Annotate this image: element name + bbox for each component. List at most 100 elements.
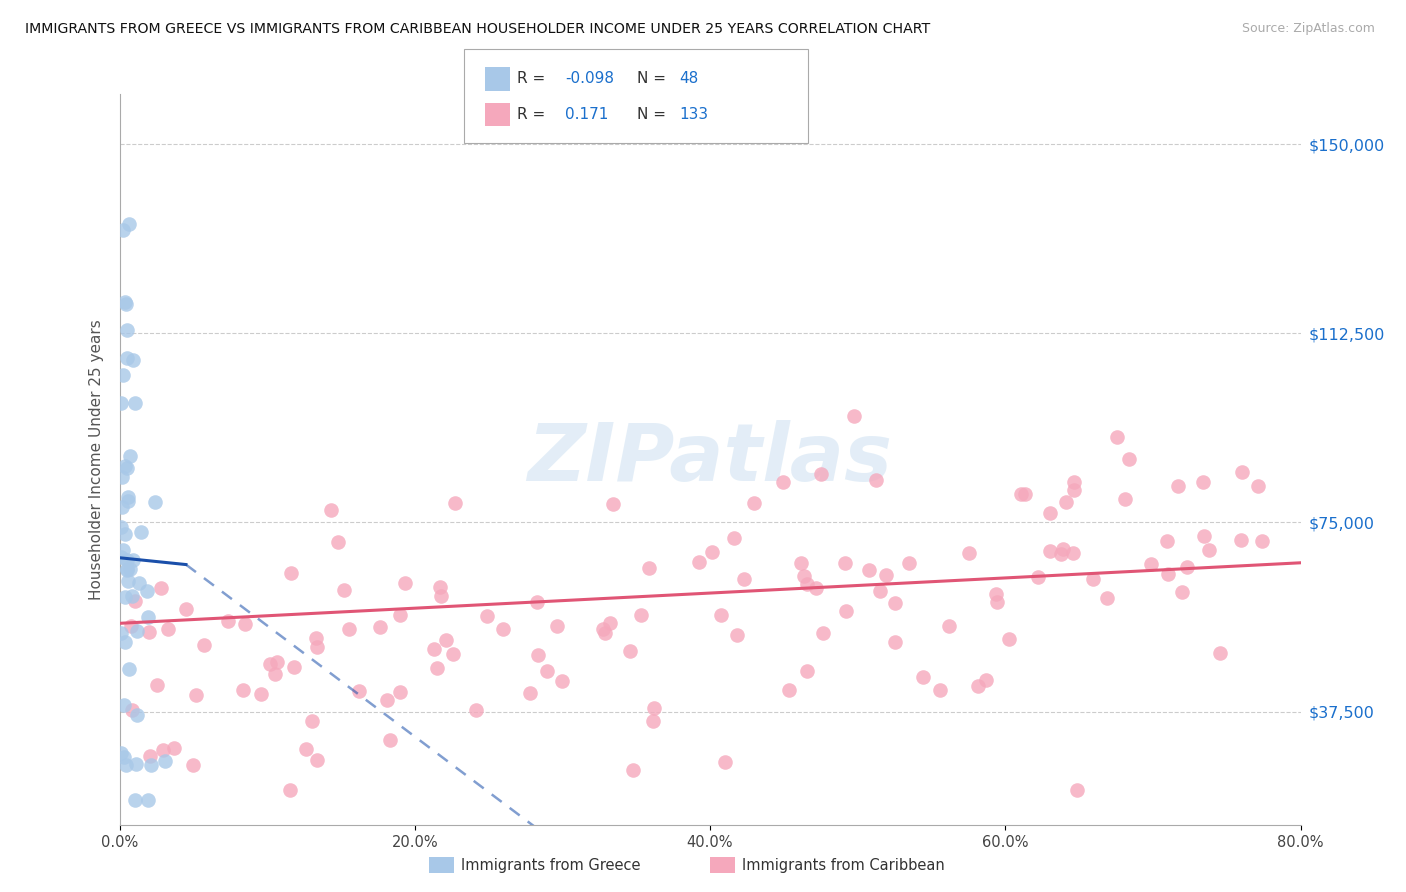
Point [184,688,207,702]
Text: 48: 48 [679,71,699,87]
Point [1052,542,1074,557]
Point [546,619,568,633]
Point [519,686,541,700]
Point [733,573,755,587]
Point [796,665,818,679]
Point [714,755,737,769]
Point [1014,487,1036,501]
Point [1192,529,1215,543]
Point [305,631,328,645]
Point [1039,506,1062,520]
Point [129,524,152,539]
Point [621,763,644,777]
Point [599,616,621,631]
Point [266,656,288,670]
Point [111,470,134,484]
Point [858,564,880,578]
Point [441,647,464,661]
Point [723,531,745,545]
Point [883,596,905,610]
Point [283,660,305,674]
Point [114,527,136,541]
Y-axis label: Householder Income Under 25 years: Householder Income Under 25 years [89,319,104,599]
Point [423,642,446,657]
Point [742,496,765,510]
Point [957,546,980,560]
Point [526,595,548,609]
Point [789,556,811,570]
Point [136,583,159,598]
Point [700,545,723,559]
Point [125,756,148,771]
Point [146,678,169,692]
Point [938,619,960,633]
Point [1026,570,1049,584]
Point [127,707,149,722]
Point [638,560,661,574]
Point [152,742,174,756]
Point [110,396,132,410]
Point [1156,533,1178,548]
Point [430,589,453,603]
Point [1192,475,1215,490]
Point [725,628,748,642]
Point [426,661,449,675]
Point [114,294,136,309]
Point [997,632,1019,647]
Point [114,297,136,311]
Point [1107,430,1129,444]
Point [1251,533,1274,548]
Text: 0.171: 0.171 [565,107,609,122]
Point [1118,451,1140,466]
Point [929,683,952,698]
Point [305,753,328,767]
Point [112,698,135,713]
Point [869,583,891,598]
Text: N =: N = [637,71,671,87]
Point [1049,547,1071,561]
Point [337,622,360,636]
Point [551,673,574,688]
Point [710,608,733,623]
Point [115,562,138,576]
Point [1010,487,1032,501]
Point [842,409,865,424]
Text: ZIPatlas: ZIPatlas [527,420,893,499]
Point [139,757,162,772]
Point [375,692,398,706]
Text: 133: 133 [679,107,709,122]
Point [111,542,134,557]
Point [136,793,159,807]
Point [117,323,139,337]
Point [114,459,136,474]
Point [124,396,146,410]
Point [153,754,176,768]
Point [1167,479,1189,493]
Point [1066,782,1088,797]
Point [112,750,135,764]
Point [1232,465,1254,479]
Point [884,635,907,649]
Point [834,556,856,570]
Point [1209,647,1232,661]
Point [120,562,142,576]
Point [115,553,138,567]
Point [295,742,318,756]
Point [349,683,371,698]
Text: R =: R = [517,107,551,122]
Point [592,623,614,637]
Point [475,608,498,623]
Point [301,714,323,729]
Point [865,474,887,488]
Point [319,503,342,517]
Point [378,733,401,747]
Point [796,576,818,591]
Point [536,664,558,678]
Point [112,223,135,237]
Point [143,494,166,508]
Point [114,634,136,648]
Point [125,624,148,638]
Point [328,534,350,549]
Point [217,615,239,629]
Point [118,449,141,463]
